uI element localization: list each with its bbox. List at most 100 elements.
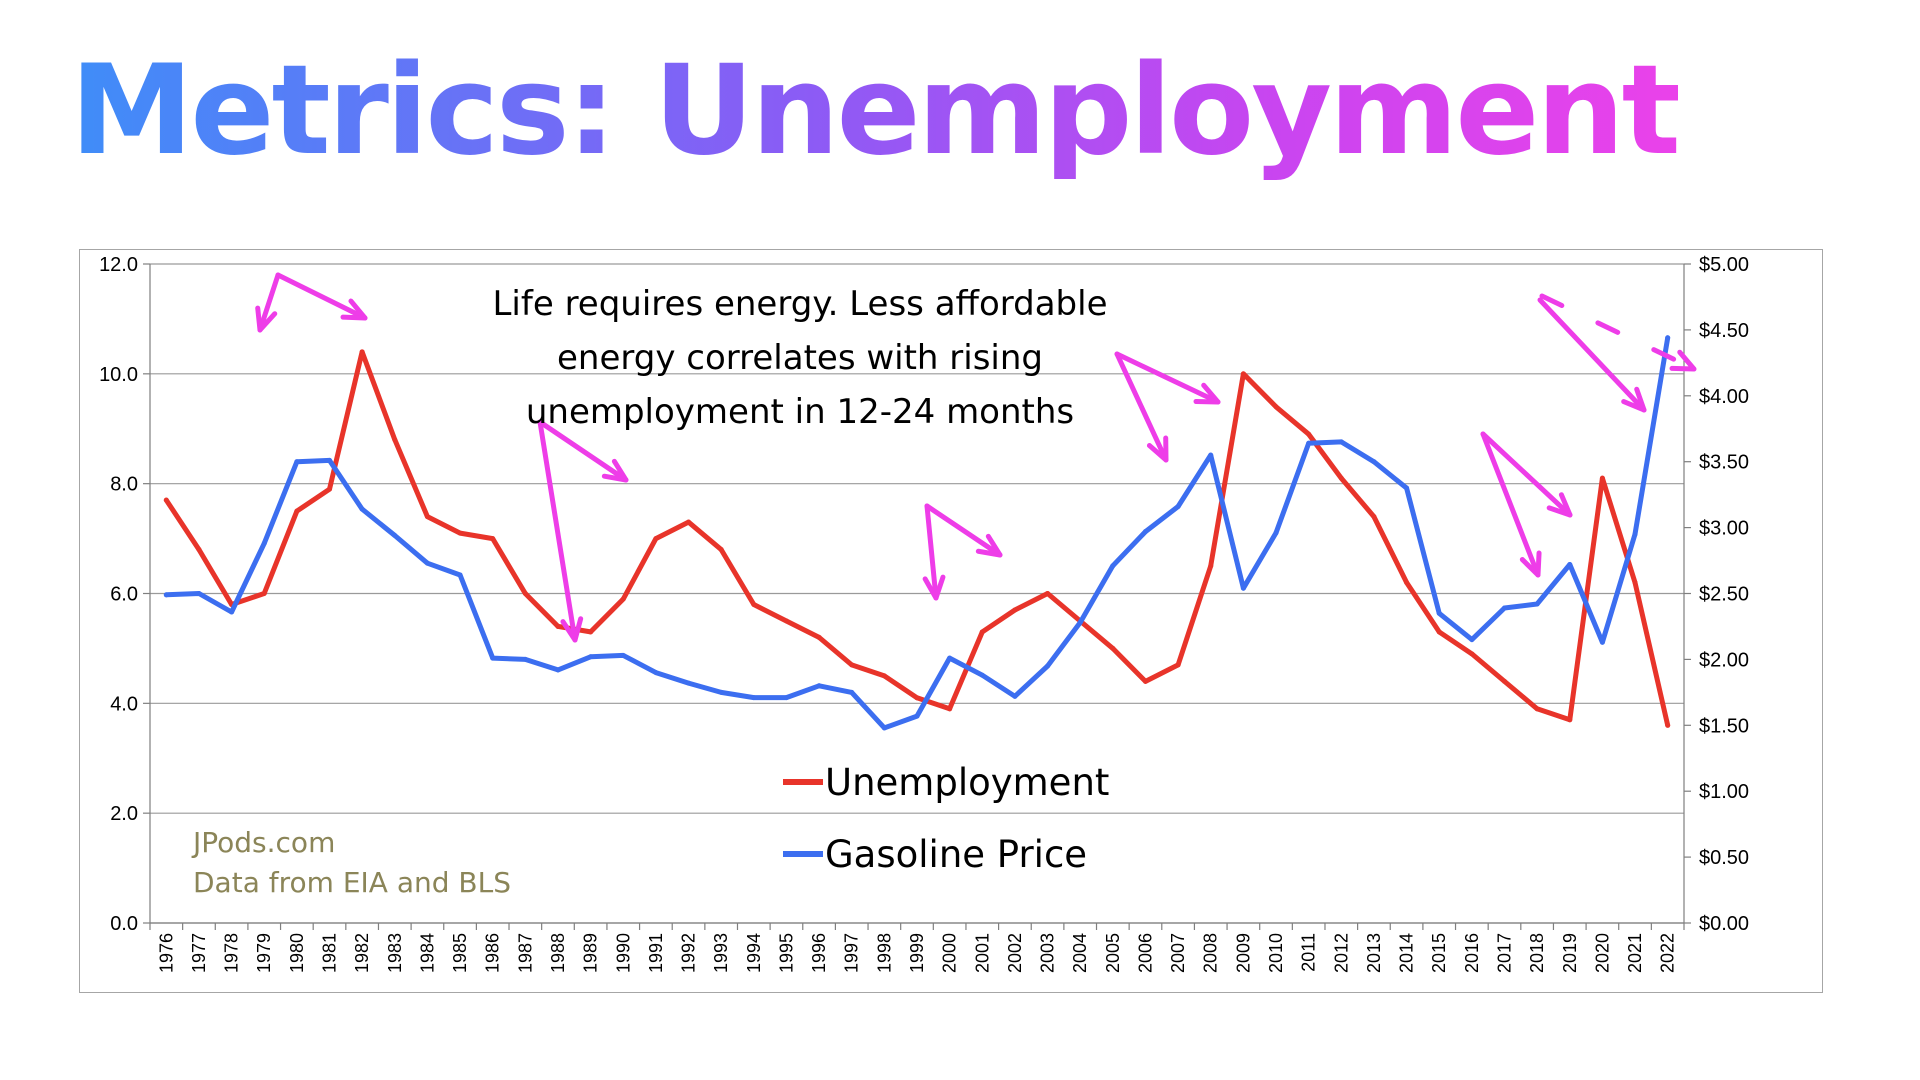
data-point-gasoline-price <box>1240 585 1246 591</box>
annotation-arrow <box>1480 431 1541 578</box>
y2-tick-label: $4.00 <box>1699 386 1749 408</box>
data-point-gasoline-price <box>261 540 267 546</box>
y-tick-label: 6.0 <box>110 584 138 606</box>
data-point-gasoline-price <box>1567 562 1573 568</box>
x-tick-label: 1988 <box>548 933 568 973</box>
data-point-unemployment <box>947 706 953 712</box>
x-tick-label: 2010 <box>1266 933 1286 973</box>
data-point-unemployment <box>1175 662 1181 668</box>
x-tick-label: 1978 <box>222 933 242 973</box>
annotation-line-1: Life requires energy. Less affordable <box>492 284 1107 324</box>
annotation-arrow <box>924 503 1003 558</box>
data-point-unemployment <box>163 497 169 503</box>
x-tick-label: 2002 <box>1005 933 1025 973</box>
data-point-unemployment <box>1534 706 1540 712</box>
data-point-unemployment <box>979 629 985 635</box>
arrow-head <box>1669 349 1697 372</box>
data-point-gasoline-price <box>1469 637 1475 643</box>
data-point-gasoline-price <box>881 725 887 731</box>
x-tick-label: 2017 <box>1494 933 1514 973</box>
x-tick-label: 1976 <box>156 933 176 973</box>
x-tick-label: 1991 <box>646 933 666 973</box>
data-point-unemployment <box>816 634 822 640</box>
data-point-unemployment <box>1338 475 1344 481</box>
arrow-head <box>255 305 278 333</box>
x-tick-label: 2009 <box>1233 933 1253 973</box>
data-point-unemployment <box>1110 645 1116 651</box>
data-point-unemployment <box>783 618 789 624</box>
annotation-arrow <box>924 503 939 601</box>
data-point-gasoline-price <box>620 652 626 658</box>
x-tick-label: 2004 <box>1070 933 1090 973</box>
x-tick-label: 2000 <box>940 933 960 973</box>
data-point-gasoline-price <box>1501 605 1507 611</box>
arrow-head <box>1146 435 1169 463</box>
data-point-unemployment <box>653 536 659 542</box>
x-tick-label: 1983 <box>385 933 405 973</box>
data-point-unemployment <box>588 629 594 635</box>
annotation-text: Life requires energy. Less affordable en… <box>492 284 1107 432</box>
annotation-arrow <box>1114 351 1221 405</box>
data-point-gasoline-price <box>1534 601 1540 607</box>
slide-title: Metrics: Unemployment <box>70 39 1681 183</box>
data-point-unemployment <box>1142 678 1148 684</box>
x-tick-label: 1979 <box>254 933 274 973</box>
data-point-gasoline-price <box>1142 529 1148 535</box>
data-point-unemployment <box>196 547 202 553</box>
arrow-head <box>1621 386 1647 413</box>
x-tick-label: 2022 <box>1658 933 1678 973</box>
data-point-unemployment <box>1665 722 1671 728</box>
data-point-unemployment <box>327 486 333 492</box>
x-tick-label: 2018 <box>1527 933 1547 973</box>
x-tick-label: 1992 <box>679 933 699 973</box>
annotation-arrow <box>1537 297 1647 413</box>
y-tick-label: 10.0 <box>99 364 138 386</box>
data-point-unemployment <box>1045 591 1051 596</box>
data-point-unemployment <box>1273 404 1279 410</box>
data-point-unemployment <box>1469 651 1475 657</box>
data-point-unemployment <box>881 673 887 679</box>
data-point-unemployment <box>490 536 496 542</box>
x-tick-label: 1993 <box>711 933 731 973</box>
x-tick-label: 2019 <box>1560 933 1580 973</box>
data-point-unemployment <box>914 695 920 701</box>
x-tick-label: 2014 <box>1397 933 1417 973</box>
arrow-head <box>340 298 368 321</box>
x-tick-label: 1989 <box>581 933 601 973</box>
data-point-gasoline-price <box>1045 663 1051 669</box>
axes: 0.0 2.0 4.0 6.0 8.0 10.0 12.0 $0.00 $0.50 $1.00 $1… <box>99 254 1749 973</box>
x-tick-label: 2003 <box>1038 933 1058 973</box>
data-point-gasoline-price <box>588 654 594 660</box>
data-point-unemployment <box>1501 678 1507 684</box>
y-tick-label: 4.0 <box>110 693 138 715</box>
x-tick-label: 2006 <box>1135 933 1155 973</box>
legend-label-gasoline-price: Gasoline Price <box>825 833 1087 876</box>
data-point-unemployment <box>1599 475 1605 481</box>
annotation-arrow <box>1480 431 1573 518</box>
annotation-line-2: energy correlates with rising <box>557 338 1043 378</box>
data-point-unemployment <box>261 591 267 596</box>
data-point-gasoline-price <box>1110 563 1116 569</box>
data-point-gasoline-price <box>1338 439 1344 445</box>
data-point-unemployment <box>1567 717 1573 723</box>
y-tick-label: 0.0 <box>110 913 138 935</box>
data-point-unemployment <box>1632 580 1638 586</box>
series-lines <box>163 335 1671 731</box>
annotation-arrow <box>1114 351 1169 463</box>
x-tick-label: 1981 <box>320 933 340 973</box>
data-point-unemployment <box>849 662 855 668</box>
data-point-gasoline-price <box>1012 693 1018 699</box>
chart-frame: 0.0 2.0 4.0 6.0 8.0 10.0 12.0 $0.00 $0.50 $1.00 $1… <box>79 249 1823 993</box>
legend: Unemployment Gasoline Price <box>783 761 1109 876</box>
data-point-unemployment <box>294 508 300 514</box>
data-point-unemployment <box>620 596 626 602</box>
data-point-unemployment <box>457 530 463 536</box>
x-tick-label: 1997 <box>842 933 862 973</box>
data-point-unemployment <box>392 437 398 443</box>
x-tick-label: 1986 <box>483 933 503 973</box>
data-point-gasoline-price <box>196 591 202 596</box>
data-point-gasoline-price <box>327 457 333 463</box>
data-point-gasoline-price <box>1599 639 1605 645</box>
data-point-gasoline-price <box>783 695 789 701</box>
y2-tick-label: $0.00 <box>1699 913 1749 935</box>
